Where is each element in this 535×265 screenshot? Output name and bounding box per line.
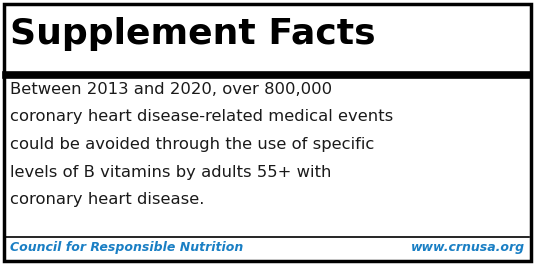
Text: could be avoided through the use of specific: could be avoided through the use of spec…	[10, 137, 374, 152]
Text: Supplement Facts: Supplement Facts	[10, 17, 376, 51]
Text: www.crnusa.org: www.crnusa.org	[411, 241, 525, 254]
Text: levels of B vitamins by adults 55+ with: levels of B vitamins by adults 55+ with	[10, 165, 331, 179]
Text: Between 2013 and 2020, over 800,000: Between 2013 and 2020, over 800,000	[10, 82, 332, 97]
Text: Council for Responsible Nutrition: Council for Responsible Nutrition	[10, 241, 243, 254]
Text: coronary heart disease.: coronary heart disease.	[10, 192, 204, 207]
Text: coronary heart disease-related medical events: coronary heart disease-related medical e…	[10, 109, 393, 125]
